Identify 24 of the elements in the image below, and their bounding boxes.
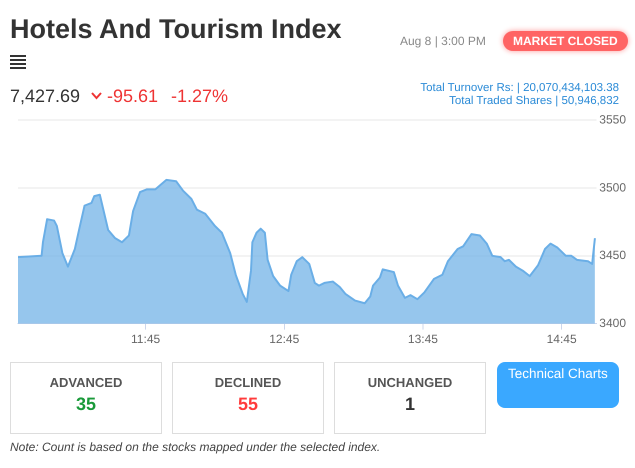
text: UNCHANGED <box>366 375 454 390</box>
y-tick-label: 3400 <box>599 316 626 330</box>
y-tick-label: 3550 <box>599 112 626 127</box>
chart-title: Hotels And Tourism Index <box>10 14 342 45</box>
text: Aug 8 | 3:00 PM <box>400 34 486 48</box>
x-tick-label: 13:45 <box>408 332 438 346</box>
text: 7,427.69 <box>10 86 80 107</box>
text: MARKET CLOSED <box>503 31 628 51</box>
text: -95.61 <box>107 86 158 107</box>
x-tick-label: 14:45 <box>546 332 577 346</box>
text: 35 <box>74 394 98 415</box>
y-tick-label: 3450 <box>599 248 626 262</box>
text: ADVANCED <box>48 375 124 390</box>
text: 55 <box>236 394 260 415</box>
text: 1 <box>404 394 416 415</box>
text: Technical Charts <box>497 362 619 408</box>
x-tick-label: 12:45 <box>269 332 300 346</box>
x-tick-label: 11:45 <box>131 332 160 346</box>
text: Total Turnover Rs: | 20,070,434,103.38 <box>420 82 619 95</box>
text: DECLINED <box>214 375 282 390</box>
text: Total Traded Shares | 50,946,832 <box>448 95 619 108</box>
y-tick-label: 3500 <box>599 180 626 194</box>
text: Note: Count is based on the stocks mapped under the selected index. <box>10 440 380 454</box>
text: -1.27% <box>171 86 228 107</box>
